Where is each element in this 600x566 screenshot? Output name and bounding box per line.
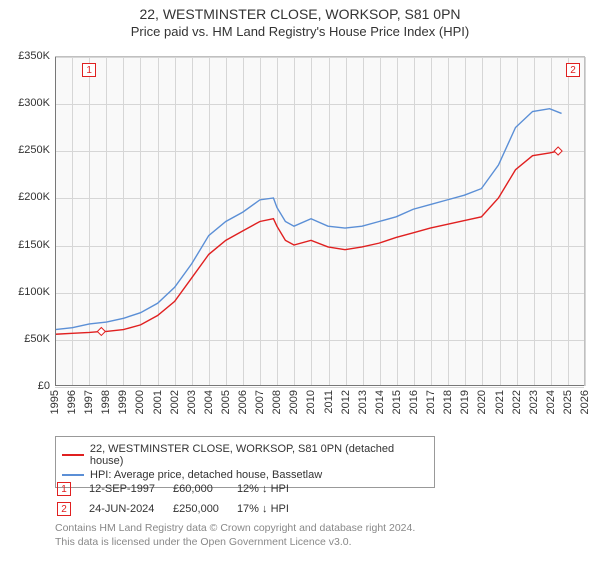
x-tick-label: 2004	[203, 390, 215, 414]
y-tick-label: £250K	[0, 144, 50, 156]
x-tick-label: 2021	[494, 390, 506, 414]
event-marker-icon: 2	[57, 502, 71, 516]
event-price: £60,000	[173, 480, 235, 498]
gridline-h	[55, 387, 584, 388]
x-tick-label: 1995	[49, 390, 61, 414]
event-date: 12-SEP-1997	[89, 480, 171, 498]
footer-line: Contains HM Land Registry data © Crown c…	[55, 522, 415, 536]
event-row: 2 24-JUN-2024 £250,000 17% ↓ HPI	[57, 500, 305, 518]
x-tick-label: 2026	[579, 390, 591, 414]
footer: Contains HM Land Registry data © Crown c…	[55, 522, 415, 549]
chart-area: 12	[55, 56, 585, 386]
legend-item: 22, WESTMINSTER CLOSE, WORKSOP, S81 0PN …	[62, 443, 428, 467]
x-tick-label: 2013	[357, 390, 369, 414]
x-tick-label: 2024	[545, 390, 557, 414]
x-tick-label: 2008	[271, 390, 283, 414]
x-tick-label: 2023	[528, 390, 540, 414]
x-tick-label: 2002	[169, 390, 181, 414]
event-date: 24-JUN-2024	[89, 500, 171, 518]
series-line	[55, 109, 561, 330]
x-tick-label: 2025	[562, 390, 574, 414]
chart-lines	[55, 57, 584, 386]
gridline-v	[585, 57, 586, 386]
x-tick-label: 2009	[288, 390, 300, 414]
x-tick-label: 2010	[305, 390, 317, 414]
x-axis	[55, 385, 584, 386]
x-tick-label: 1997	[83, 390, 95, 414]
x-tick-label: 2003	[186, 390, 198, 414]
y-tick-label: £0	[0, 380, 50, 392]
x-tick-label: 2016	[408, 390, 420, 414]
event-marker-diamond	[97, 327, 105, 335]
y-tick-label: £350K	[0, 50, 50, 62]
x-tick-label: 2015	[391, 390, 403, 414]
x-tick-label: 2007	[254, 390, 266, 414]
x-tick-label: 2006	[237, 390, 249, 414]
legend-label: 22, WESTMINSTER CLOSE, WORKSOP, S81 0PN …	[90, 443, 428, 467]
x-tick-label: 1998	[100, 390, 112, 414]
event-table: 1 12-SEP-1997 £60,000 12% ↓ HPI 2 24-JUN…	[55, 478, 307, 520]
y-tick-label: £200K	[0, 191, 50, 203]
event-marker-diamond	[554, 147, 562, 155]
x-tick-label: 2017	[425, 390, 437, 414]
x-tick-label: 2012	[340, 390, 352, 414]
x-tick-label: 2005	[220, 390, 232, 414]
x-tick-label: 2020	[476, 390, 488, 414]
x-tick-label: 2000	[134, 390, 146, 414]
x-tick-label: 1996	[66, 390, 78, 414]
event-delta: 12% ↓ HPI	[237, 480, 305, 498]
x-tick-label: 2022	[511, 390, 523, 414]
event-delta: 17% ↓ HPI	[237, 500, 305, 518]
x-tick-label: 1999	[117, 390, 129, 414]
x-tick-label: 2019	[459, 390, 471, 414]
y-axis	[55, 57, 56, 386]
x-tick-label: 2018	[442, 390, 454, 414]
y-tick-label: £50K	[0, 333, 50, 345]
chart-subtitle: Price paid vs. HM Land Registry's House …	[0, 24, 600, 39]
footer-line: This data is licensed under the Open Gov…	[55, 536, 415, 550]
event-row: 1 12-SEP-1997 £60,000 12% ↓ HPI	[57, 480, 305, 498]
x-tick-label: 2014	[374, 390, 386, 414]
event-marker-box: 1	[82, 63, 96, 77]
y-tick-label: £150K	[0, 239, 50, 251]
x-tick-label: 2001	[152, 390, 164, 414]
y-tick-label: £300K	[0, 97, 50, 109]
event-price: £250,000	[173, 500, 235, 518]
series-line	[55, 151, 558, 334]
chart-title: 22, WESTMINSTER CLOSE, WORKSOP, S81 0PN	[0, 6, 600, 22]
x-tick-label: 2011	[323, 390, 335, 414]
y-tick-label: £100K	[0, 286, 50, 298]
event-marker-icon: 1	[57, 482, 71, 496]
event-marker-box: 2	[566, 63, 580, 77]
legend-swatch-red	[62, 454, 84, 456]
legend-swatch-blue	[62, 474, 84, 476]
